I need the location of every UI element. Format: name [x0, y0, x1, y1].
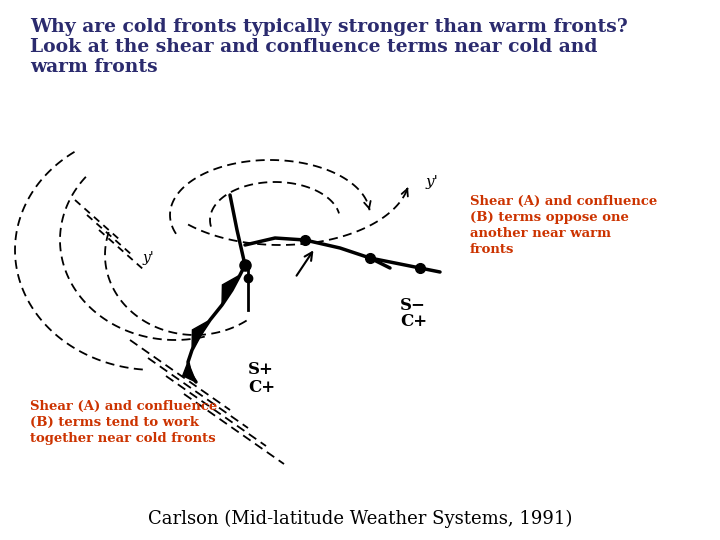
Text: Carlson (Mid-latitude Weather Systems, 1991): Carlson (Mid-latitude Weather Systems, 1…	[148, 510, 572, 528]
Polygon shape	[222, 275, 240, 305]
Text: C+: C+	[248, 379, 275, 395]
Text: warm fronts: warm fronts	[30, 58, 158, 76]
Text: another near warm: another near warm	[470, 227, 611, 240]
Text: Shear (A) and confluence: Shear (A) and confluence	[30, 400, 217, 413]
Polygon shape	[183, 362, 196, 382]
Text: (B) terms tend to work: (B) terms tend to work	[30, 416, 199, 429]
Text: y': y'	[142, 251, 154, 265]
Text: C+: C+	[400, 314, 427, 330]
Polygon shape	[192, 320, 210, 350]
Text: S+: S+	[248, 361, 274, 379]
Text: y': y'	[426, 175, 439, 189]
Text: fronts: fronts	[470, 243, 514, 256]
Text: (B) terms oppose one: (B) terms oppose one	[470, 211, 629, 224]
Text: S−: S−	[400, 296, 426, 314]
Text: Look at the shear and confluence terms near cold and: Look at the shear and confluence terms n…	[30, 38, 598, 56]
Text: Shear (A) and confluence: Shear (A) and confluence	[470, 195, 657, 208]
Text: together near cold fronts: together near cold fronts	[30, 432, 215, 445]
Text: Why are cold fronts typically stronger than warm fronts?: Why are cold fronts typically stronger t…	[30, 18, 628, 36]
